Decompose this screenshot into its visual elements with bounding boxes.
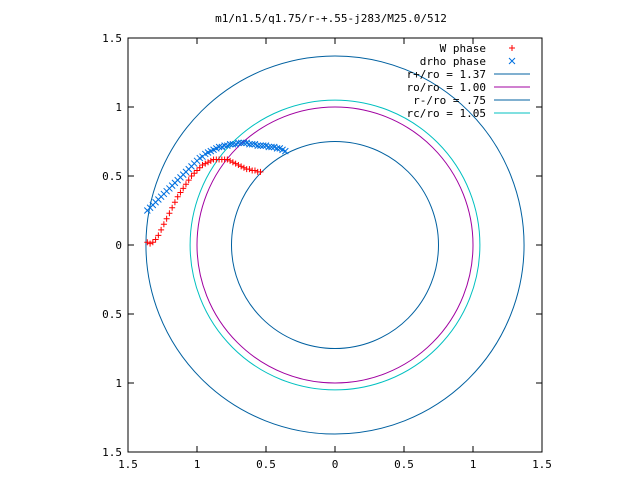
point-0-35	[240, 164, 247, 171]
point-0-39	[251, 167, 258, 174]
point-0-31	[229, 159, 236, 166]
point-0-6	[160, 221, 167, 228]
point-0-21	[202, 160, 209, 167]
point-0-12	[177, 189, 184, 196]
point-0-2	[149, 239, 156, 246]
y-tick-label-0: 1.5	[102, 32, 122, 45]
point-1-35	[240, 139, 248, 147]
point-0-1	[147, 240, 154, 247]
legend-label-0: W phase	[440, 42, 486, 55]
point-0-13	[180, 185, 187, 192]
point-1-41	[257, 142, 264, 149]
ticks-layer: 1.5 1 0.5 0 0.5 1 1.51.510.500.511.5	[102, 32, 552, 471]
point-0-20	[199, 161, 206, 168]
point-0-9	[169, 204, 176, 211]
point-0-19	[196, 164, 203, 171]
point-1-31	[229, 140, 237, 148]
circle-series-2	[145, 55, 525, 435]
y-tick-label-4: 0.5	[102, 308, 122, 321]
point-0-14	[182, 181, 189, 188]
y-tick-label-6: 1.5	[102, 446, 122, 459]
circles-layer	[145, 55, 525, 435]
point-0-30	[227, 157, 234, 164]
point-0-5	[158, 226, 165, 233]
point-1-40	[254, 142, 262, 149]
point-1-33	[235, 139, 242, 147]
legend-label-2: r+/ro = 1.37	[407, 68, 486, 81]
point-0-17	[191, 170, 198, 177]
x-tick-label-6: 1.5	[532, 458, 552, 471]
point-1-45	[268, 143, 275, 151]
point-0-4	[155, 232, 162, 239]
point-1-37	[246, 140, 253, 148]
point-0-37	[246, 166, 253, 173]
legend-label-4: r-/ro = .75	[413, 94, 486, 107]
point-1-34	[237, 139, 245, 147]
y-tick-label-1: 1	[115, 101, 122, 114]
point-0-23	[207, 157, 214, 164]
y-tick-label-5: 1	[115, 377, 122, 390]
point-1-30	[226, 140, 234, 148]
y-tick-label-2: 0.5	[102, 170, 122, 183]
x-tick-label-1: 1	[194, 458, 201, 471]
point-1-38	[248, 140, 256, 148]
legend-label-3: ro/ro = 1.00	[407, 81, 486, 94]
point-0-10	[171, 199, 178, 206]
point-0-29	[224, 156, 231, 163]
point-1-47	[273, 145, 281, 152]
point-0-41	[257, 168, 264, 175]
chart-title: m1/n1.5/q1.75/r-+.55-j283/M25.0/512	[215, 12, 447, 25]
point-1-28	[221, 142, 228, 149]
point-0-0	[144, 239, 151, 246]
point-0-7	[163, 215, 170, 222]
point-1-42	[259, 142, 267, 149]
x-tick-label-3: 0	[332, 458, 339, 471]
point-0-33	[235, 161, 242, 168]
legend-marker-0	[509, 45, 515, 51]
point-0-22	[205, 159, 212, 166]
point-0-11	[174, 193, 181, 200]
y-tick-label-3: 0	[115, 239, 122, 252]
point-1-50	[281, 147, 289, 155]
x-tick-label-2: 0.5	[256, 458, 276, 471]
points-layer	[143, 139, 289, 247]
legend-label-1: drho phase	[420, 55, 486, 68]
point-1-44	[265, 143, 273, 151]
point-0-15	[185, 177, 192, 184]
point-1-26	[215, 143, 223, 151]
point-0-34	[238, 163, 245, 170]
circle-series-3	[196, 106, 474, 384]
x-tick-label-0: 1.5	[118, 458, 138, 471]
circle-series-5	[189, 99, 481, 391]
point-0-18	[194, 167, 200, 174]
circle-series-4	[231, 141, 439, 349]
point-0-16	[188, 173, 195, 179]
legend-label-5: rc/ro = 1.05	[407, 107, 486, 120]
x-tick-label-5: 1	[470, 458, 477, 471]
x-tick-label-4: 0.5	[394, 458, 414, 471]
point-0-8	[166, 210, 173, 217]
point-0-32	[232, 160, 239, 167]
legend-marker-1	[508, 57, 516, 65]
point-0-3	[152, 236, 159, 243]
